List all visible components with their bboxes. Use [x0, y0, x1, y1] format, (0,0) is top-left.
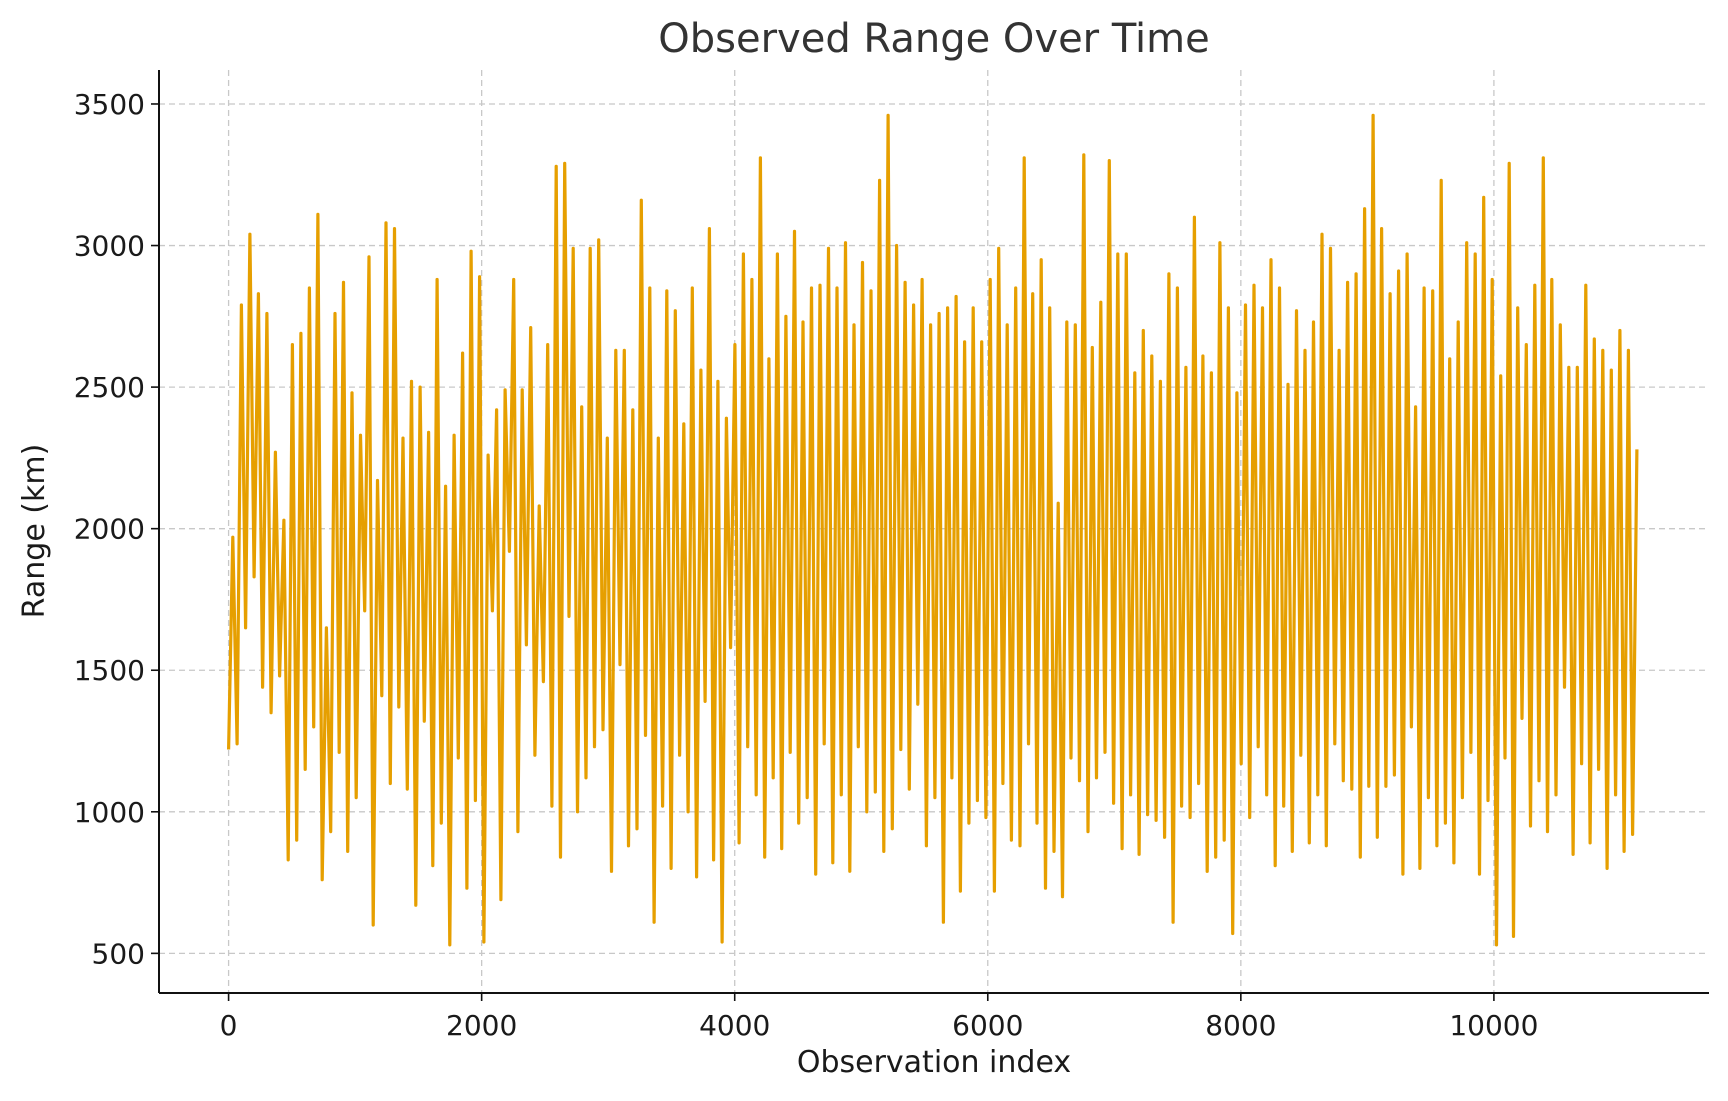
x-tick-label: 10000: [1449, 1009, 1538, 1042]
y-tick-label: 2000: [74, 513, 145, 546]
y-tick-label: 1500: [74, 654, 145, 687]
y-ticks: 500 1000 1500 2000 2500 3000 3500: [74, 88, 159, 970]
y-tick-label: 3500: [74, 88, 145, 121]
axes: [158, 70, 1709, 994]
y-tick-label: 1000: [74, 796, 145, 829]
x-ticks: 0 2000 4000 6000 8000 10000: [220, 993, 1538, 1042]
y-tick-label: 2500: [74, 371, 145, 404]
series-line: [227, 113, 1639, 947]
x-axis-label: Observation index: [797, 1045, 1071, 1080]
y-axis-label: Range (km): [17, 444, 52, 619]
y-tick-label: 3000: [74, 230, 145, 263]
x-tick-label: 2000: [446, 1009, 517, 1042]
x-tick-label: 0: [220, 1009, 238, 1042]
x-tick-label: 8000: [1205, 1009, 1276, 1042]
series-layer: [227, 113, 1639, 947]
chart-title: Observed Range Over Time: [658, 16, 1209, 62]
x-tick-label: 6000: [952, 1009, 1023, 1042]
y-tick-label: 500: [92, 937, 145, 970]
x-tick-label: 4000: [699, 1009, 770, 1042]
